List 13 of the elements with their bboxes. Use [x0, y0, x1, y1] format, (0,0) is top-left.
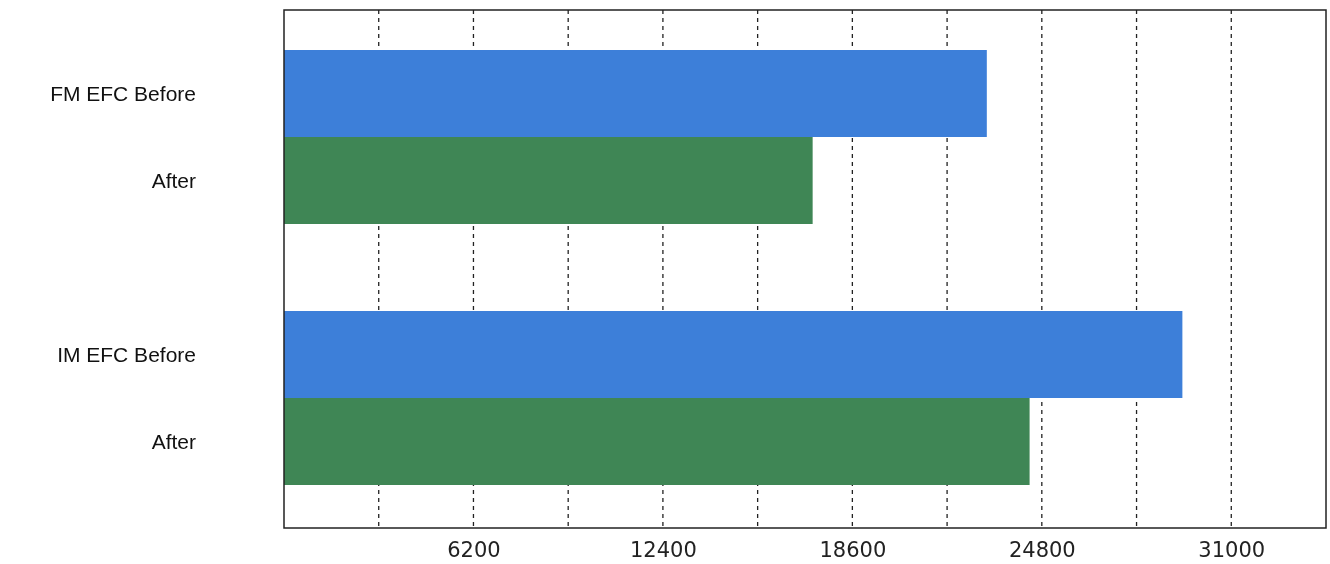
y-tick-label: IM EFC Before	[57, 342, 196, 366]
x-tick-label: 31000	[1198, 537, 1266, 562]
y-tick-label: After	[151, 168, 196, 192]
y-tick-label: After	[151, 429, 196, 453]
x-tick-label: 12400	[630, 537, 697, 562]
x-tick-label: 18600	[819, 537, 887, 562]
x-tick-label: 24800	[1008, 537, 1076, 562]
x-tick-label: 6200	[447, 537, 501, 562]
bar	[284, 311, 1183, 398]
bar	[284, 50, 987, 137]
bar	[284, 137, 813, 224]
bar	[284, 398, 1030, 485]
y-tick-label: FM EFC Before	[50, 81, 196, 105]
